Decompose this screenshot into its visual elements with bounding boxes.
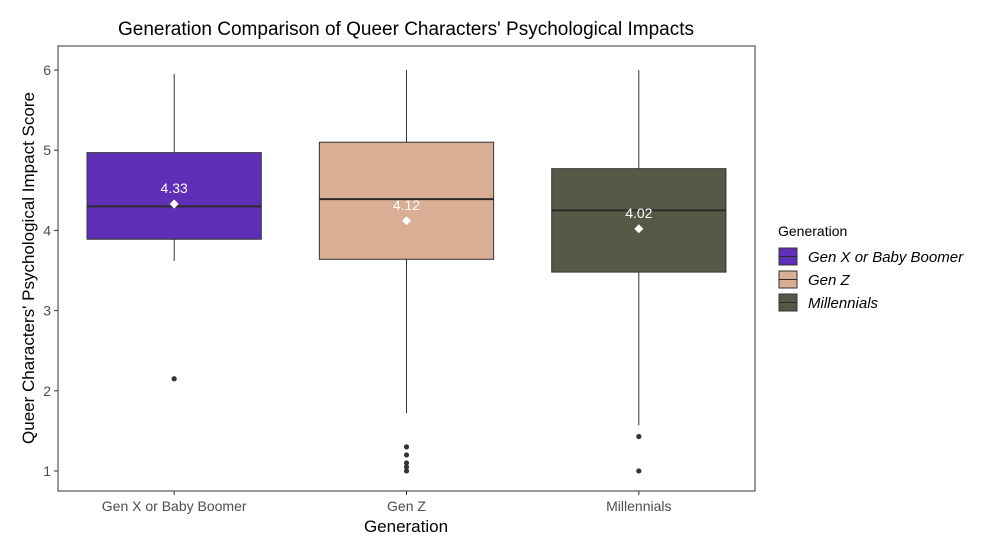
mean-marker xyxy=(169,199,179,209)
box-iqr xyxy=(318,141,495,260)
legend-label: Gen Z xyxy=(808,272,851,289)
x-tick-label: Gen Z xyxy=(387,498,426,514)
x-axis: Gen X or Baby Boomer Gen Z Millennials xyxy=(102,491,672,514)
outlier-point xyxy=(636,433,642,440)
y-tick-label: 3 xyxy=(43,303,51,319)
mean-marker xyxy=(402,216,411,226)
outlier-point xyxy=(403,452,410,458)
legend-title: Generation xyxy=(778,223,847,239)
mean-label: 4.12 xyxy=(393,197,420,213)
box-iqr xyxy=(86,152,262,240)
x-tick-label: Millennials xyxy=(606,498,671,514)
y-tick-label: 5 xyxy=(43,142,51,158)
chart-title: Generation Comparison of Queer Character… xyxy=(118,19,694,40)
outlier-point xyxy=(171,376,177,382)
y-tick-label: 4 xyxy=(43,222,51,238)
box-group: 4.02 xyxy=(551,70,727,474)
legend-label: Millennials xyxy=(808,295,879,312)
mean-marker xyxy=(634,224,644,234)
legend-label: Gen X or Baby Boomer xyxy=(808,249,964,266)
y-tick-label: 6 xyxy=(43,62,51,78)
mean-label: 4.33 xyxy=(161,180,188,196)
y-axis: 1 2 3 4 5 6 xyxy=(43,62,58,479)
outlier-point xyxy=(403,468,410,474)
box-group: 4.12 xyxy=(318,70,495,474)
y-tick-label: 2 xyxy=(43,383,51,399)
x-tick-label: Gen X or Baby Boomer xyxy=(102,498,247,514)
legend-key xyxy=(778,270,798,289)
mean-label: 4.02 xyxy=(625,205,652,221)
legend-key xyxy=(778,247,798,266)
legend: Generation Gen X or Baby Boomer Gen Z Mill… xyxy=(778,223,964,312)
outlier-point xyxy=(403,460,410,466)
legend-key xyxy=(778,293,798,312)
outlier-point xyxy=(403,464,410,470)
y-axis-title: Queer Characters' Psychological Impact S… xyxy=(19,92,38,444)
y-tick-label: 1 xyxy=(43,463,51,479)
box-iqr xyxy=(551,168,727,273)
box-group: 4.33 xyxy=(86,74,262,382)
x-axis-title: Generation xyxy=(364,517,448,536)
outlier-point xyxy=(636,468,642,474)
box-series: 4.33 4.12 4.02 xyxy=(86,70,727,474)
outlier-point xyxy=(403,444,410,450)
